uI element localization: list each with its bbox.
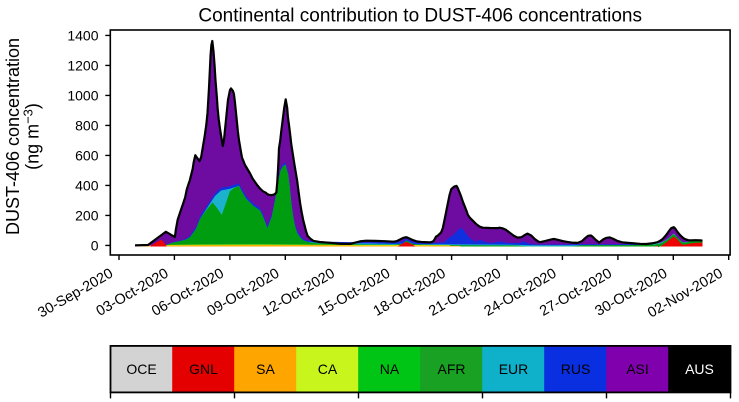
svg-text:AFR: AFR (438, 361, 466, 377)
svg-text:400: 400 (75, 177, 99, 193)
svg-text:OCE: OCE (126, 361, 156, 377)
svg-text:GNL: GNL (189, 361, 218, 377)
svg-text:1400: 1400 (67, 27, 98, 43)
svg-text:1200: 1200 (67, 57, 98, 73)
svg-text:DUST-406 concentration: DUST-406 concentration (3, 38, 23, 235)
svg-text:RUS: RUS (561, 361, 591, 377)
svg-text:AUS: AUS (685, 361, 714, 377)
svg-text:800: 800 (75, 117, 99, 133)
svg-text:0: 0 (91, 237, 99, 253)
svg-text:EUR: EUR (499, 361, 529, 377)
svg-text:Continental contribution to DU: Continental contribution to DUST-406 con… (198, 6, 642, 27)
svg-text:1000: 1000 (67, 87, 98, 103)
svg-text:200: 200 (75, 207, 99, 223)
svg-text:CA: CA (318, 361, 338, 377)
svg-text:NA: NA (380, 361, 400, 377)
svg-text:ASI: ASI (626, 361, 649, 377)
svg-text:SA: SA (256, 361, 275, 377)
svg-text:600: 600 (75, 147, 99, 163)
